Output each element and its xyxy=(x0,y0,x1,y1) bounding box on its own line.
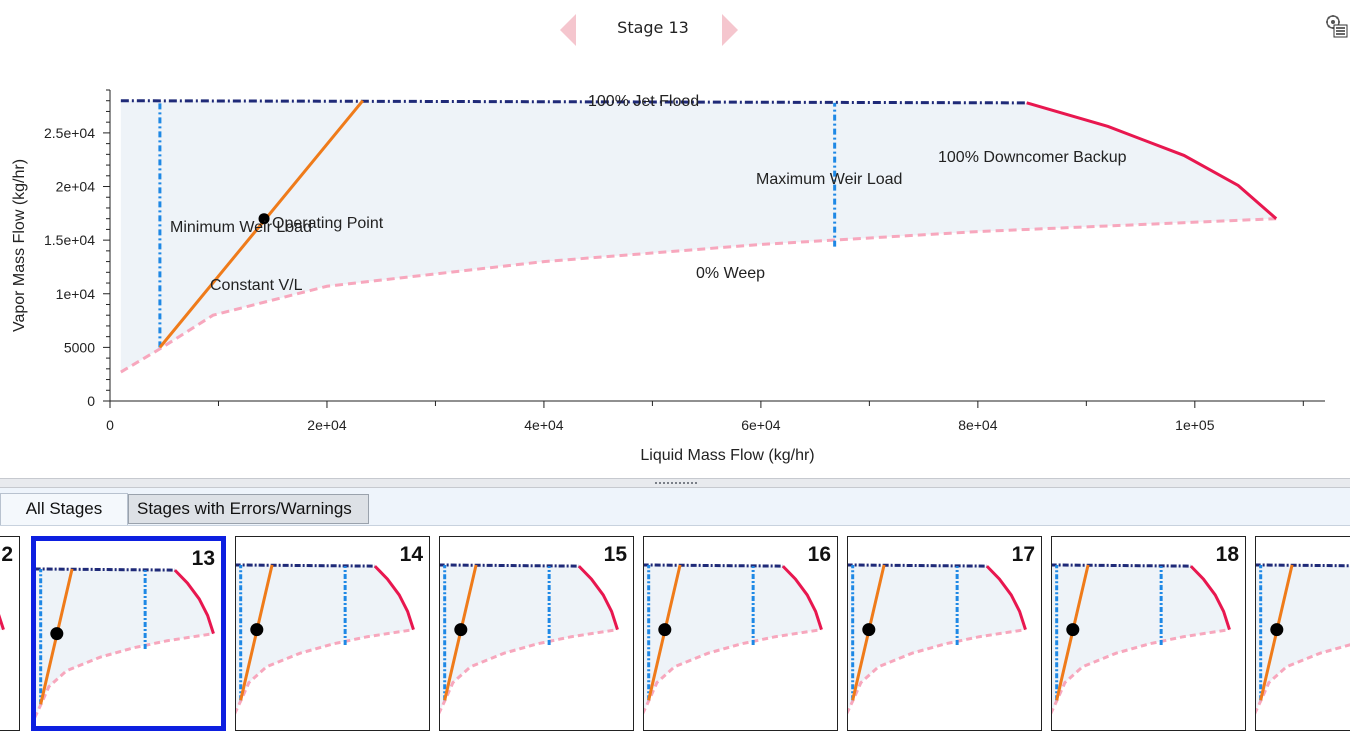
x-tick-label: 4e+04 xyxy=(524,417,564,433)
downcomer-backup-line xyxy=(1026,101,1278,220)
operating-region xyxy=(0,618,4,631)
next-stage-button[interactable] xyxy=(720,12,740,48)
splitter-grip-icon xyxy=(655,482,697,486)
x-tick-label: 6e+04 xyxy=(741,417,781,433)
operating-point-marker xyxy=(862,623,876,637)
operating-point-marker xyxy=(1270,623,1284,637)
tab-all-stages[interactable]: All Stages xyxy=(0,493,128,525)
operating-region xyxy=(1256,564,1350,711)
jet-flood-line xyxy=(1256,563,1350,568)
stage-thumbnail[interactable]: 2 xyxy=(0,536,20,731)
x-tick-label: 1e+05 xyxy=(1175,417,1215,433)
stage-thumbnail[interactable]: 15 xyxy=(439,536,634,731)
thumbnail-chart xyxy=(36,567,215,719)
downcomer-backup-line xyxy=(1189,565,1231,631)
jet-flood-label: 100% Jet Flood xyxy=(588,93,699,110)
thumbnail-chart xyxy=(440,563,619,715)
y-tick-label: 2.5e+04 xyxy=(44,125,95,141)
pane-splitter[interactable] xyxy=(0,478,1350,488)
stage-thumbnail-strip[interactable]: 2 13 14 15 16 17 18 xyxy=(0,526,1350,733)
stage-thumbnail[interactable] xyxy=(1255,536,1350,731)
y-tick-label: 2e+04 xyxy=(56,179,96,195)
operating-point-marker xyxy=(658,623,672,637)
thumbnail-chart xyxy=(1256,563,1350,715)
operating-point-marker xyxy=(50,627,64,641)
operating-point-marker xyxy=(258,213,270,225)
x-tick-label: 8e+04 xyxy=(958,417,998,433)
previous-stage-button[interactable] xyxy=(558,12,578,48)
downcomer-backup-label: 100% Downcomer Backup xyxy=(938,149,1127,166)
y-tick-label: 5000 xyxy=(64,339,95,355)
thumbnail-stage-number: 18 xyxy=(1215,543,1239,566)
jet-flood-line xyxy=(120,99,1027,105)
thumbnail-stage-number: 13 xyxy=(191,547,215,570)
operating-region xyxy=(120,100,1277,373)
downcomer-backup-line xyxy=(373,565,415,631)
constant-vl-label: Constant V/L xyxy=(210,277,303,294)
tray-hydraulics-chart: 0 2e+04 4e+04 6e+04 8e+04 1e+05 0 5000 1e+04 1.5e… xyxy=(11,89,1325,464)
tab-stages-with-errors[interactable]: Stages with Errors/Warnings xyxy=(128,494,369,524)
operating-region xyxy=(236,564,414,711)
thumbnail-stage-number: 2 xyxy=(1,543,13,566)
operating-point-marker xyxy=(454,623,468,637)
downcomer-backup-line xyxy=(781,565,823,631)
operating-region xyxy=(36,568,214,715)
jet-flood-line xyxy=(1052,563,1191,568)
downcomer-backup-line xyxy=(173,569,215,635)
x-tick-label: 0 xyxy=(106,417,114,433)
thumbnail-chart xyxy=(644,563,823,715)
x-tick-label: 2e+04 xyxy=(307,417,347,433)
operating-point-label: Operating Point xyxy=(272,215,384,232)
stage-thumbnail-selected[interactable]: 13 xyxy=(31,536,226,731)
jet-flood-line xyxy=(36,567,175,572)
thumbnail-stage-number: 17 xyxy=(1011,543,1035,566)
plot-settings-icon[interactable] xyxy=(1324,14,1348,38)
thumbnail-chart xyxy=(236,563,415,715)
minimum-weir-load-label: Minimum Weir Load xyxy=(170,219,312,236)
y-tick-label: 0 xyxy=(87,393,95,409)
weep-line xyxy=(120,217,1277,374)
thumbnail-stage-number: 14 xyxy=(399,543,423,566)
jet-flood-line xyxy=(848,563,987,568)
stage-title: Stage 13 xyxy=(617,18,689,37)
operating-region xyxy=(644,564,822,711)
stage-navigator: Stage 13 xyxy=(0,0,1350,60)
thumbnail-stage-number: 16 xyxy=(807,543,831,566)
operating-point-marker xyxy=(1066,623,1080,637)
downcomer-backup-line xyxy=(577,565,619,631)
y-tick-label: 1.5e+04 xyxy=(44,232,95,248)
jet-flood-line xyxy=(236,563,375,568)
constant-vl-line xyxy=(158,99,364,349)
operating-region xyxy=(1052,564,1230,711)
maximum-weir-load-label: Maximum Weir Load xyxy=(756,171,902,188)
operating-region xyxy=(848,564,1026,711)
thumbnail-chart xyxy=(1052,563,1231,715)
downcomer-backup-line xyxy=(985,565,1027,631)
weep-line xyxy=(0,628,4,632)
y-tick-label: 1e+04 xyxy=(56,286,96,302)
jet-flood-line xyxy=(440,563,579,568)
jet-flood-line xyxy=(644,563,783,568)
downcomer-backup-line xyxy=(0,613,5,631)
stage-thumbnail[interactable]: 18 xyxy=(1051,536,1246,731)
stage-filter-tabs: All Stages Stages with Errors/Warnings xyxy=(0,488,1350,526)
stage-thumbnail[interactable]: 14 xyxy=(235,536,430,731)
y-axis-title: Vapor Mass Flow (kg/hr) xyxy=(11,159,28,332)
thumbnail-chart xyxy=(0,613,5,632)
thumbnail-stage-number: 15 xyxy=(603,543,627,566)
stage-thumbnail[interactable]: 17 xyxy=(847,536,1042,731)
operating-point-marker xyxy=(250,623,264,637)
weep-label: 0% Weep xyxy=(696,265,765,282)
thumbnail-chart xyxy=(848,563,1027,715)
stage-thumbnail[interactable]: 16 xyxy=(643,536,838,731)
operating-region xyxy=(440,564,618,711)
x-axis-title: Liquid Mass Flow (kg/hr) xyxy=(640,447,814,464)
